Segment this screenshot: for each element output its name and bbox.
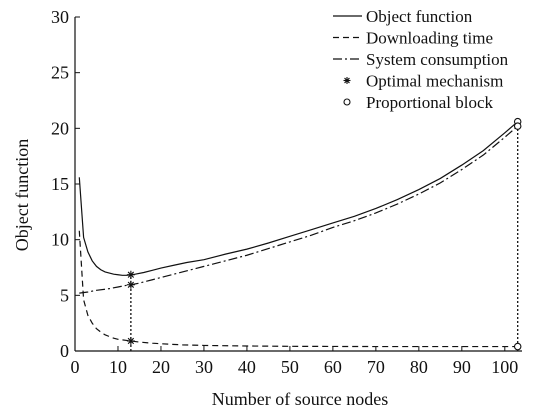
series-line-system-consumption	[79, 125, 519, 294]
legend-star-swatch	[343, 77, 351, 84]
legend-circle-swatch	[343, 98, 351, 106]
y-tick-label: 20	[51, 118, 69, 138]
x-tick-label: 80	[410, 357, 428, 377]
y-tick-label: 0	[60, 341, 69, 361]
legend-label: System consumption	[366, 50, 509, 69]
legend-item: System consumption	[333, 50, 509, 69]
legend-label: Downloading time	[366, 29, 493, 48]
legend: Object function Downloading time System co…	[333, 7, 509, 112]
x-tick-label: 30	[195, 357, 213, 377]
axes: 0 10 20 30 40 50 60 70 80 90 100 0 5 10 15 20 25 30	[51, 7, 522, 377]
legend-label: Proportional block	[366, 93, 494, 112]
optimal-mechanism-marker	[126, 336, 135, 345]
optimal-mechanism-marker	[126, 270, 135, 279]
legend-label: Object function	[366, 7, 473, 26]
optimal-mechanism-marker	[126, 280, 135, 289]
proportional-block-marker	[513, 342, 522, 351]
y-tick-label: 5	[60, 285, 69, 305]
y-tick-label: 30	[51, 7, 69, 27]
legend-item: Optimal mechanism	[343, 72, 503, 91]
x-tick-label: 100	[491, 357, 518, 377]
series-line-downloading-time	[78, 230, 518, 348]
x-tick-label: 20	[152, 357, 170, 377]
y-tick-label: 25	[51, 63, 69, 83]
series-line-object-function	[78, 121, 519, 276]
legend-label: Optimal mechanism	[366, 72, 503, 91]
x-tick-label: 50	[281, 357, 299, 377]
x-tick-label: 10	[109, 357, 127, 377]
legend-item: Downloading time	[333, 29, 493, 48]
plot-area	[78, 117, 522, 351]
y-tick-label: 10	[51, 230, 69, 250]
y-axis-label: Object function	[12, 139, 32, 251]
x-axis-label: Number of source nodes	[212, 389, 388, 409]
x-tick-label: 90	[453, 357, 471, 377]
legend-item: Proportional block	[343, 93, 494, 112]
legend-item: Object function	[333, 7, 473, 26]
x-tick-label: 70	[367, 357, 385, 377]
x-tick-label: 0	[71, 357, 80, 377]
y-tick-label: 15	[51, 174, 69, 194]
proportional-block-marker	[513, 122, 522, 130]
x-tick-label: 40	[238, 357, 256, 377]
x-tick-label: 60	[324, 357, 342, 377]
